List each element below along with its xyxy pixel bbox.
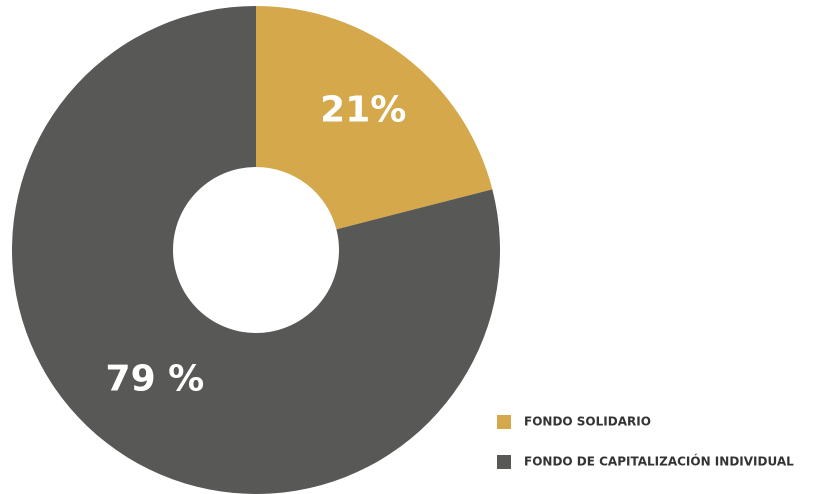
page: {"chart_data": {"type": "donut", "catego… (0, 0, 839, 494)
value-label: 21% (320, 90, 406, 131)
legend-swatch (497, 415, 511, 429)
chart: 21% 79 % FONDO SOLIDARIO FONDO DE CAPITALIZ… (0, 0, 839, 494)
value-label: 79 % (106, 358, 205, 399)
legend-label: FONDO SOLIDARIO (524, 415, 651, 429)
legend-label: FONDO DE CAPITALIZACIÓN INDIVIDUAL (524, 454, 794, 469)
legend-swatch (497, 455, 511, 469)
